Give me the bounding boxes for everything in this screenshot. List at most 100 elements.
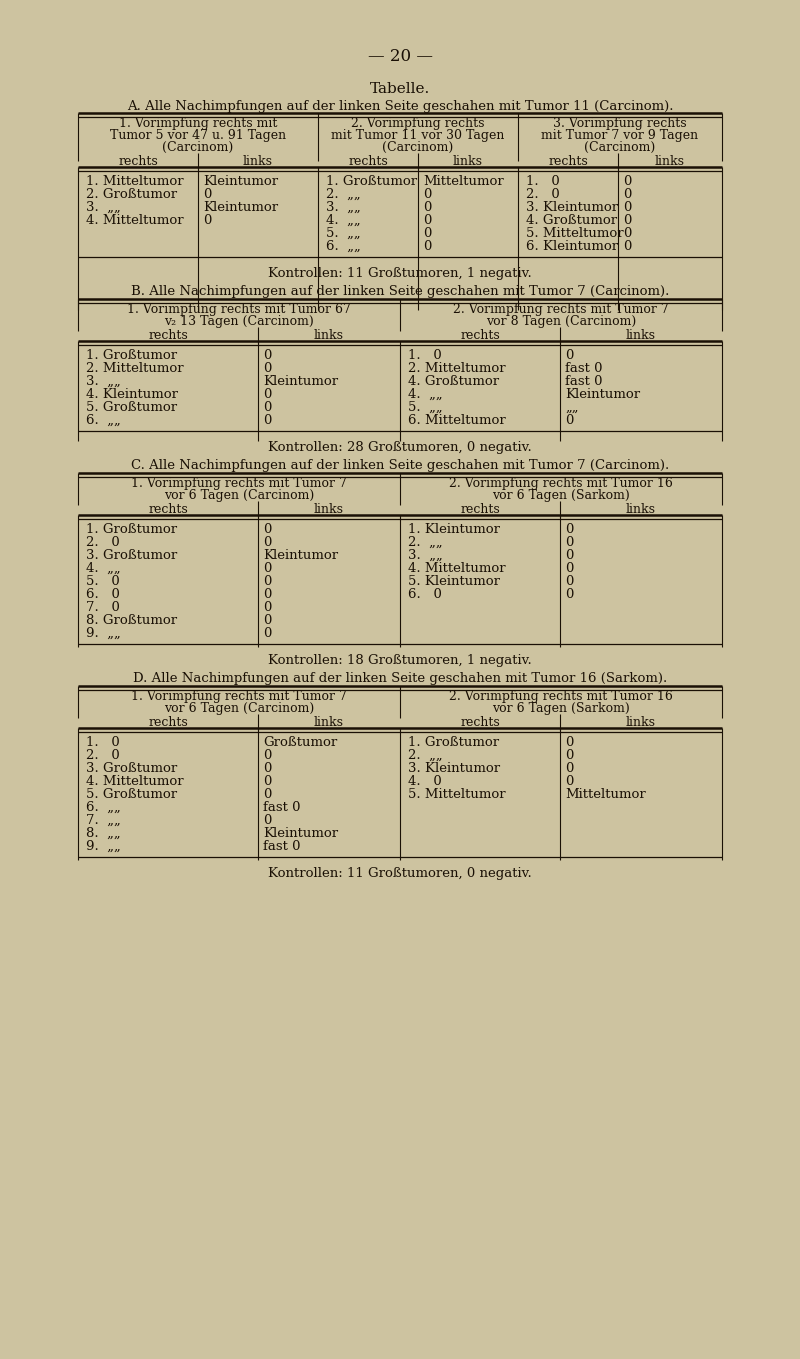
Text: links: links [655,155,685,169]
Text: rechts: rechts [118,155,158,169]
Text: 0: 0 [565,737,574,749]
Text: rechts: rechts [548,155,588,169]
Text: 6. Kleintumor: 6. Kleintumor [526,241,618,253]
Text: A. Alle Nachimpfungen auf der linken Seite geschahen mit Tumor 11 (Carcinom).: A. Alle Nachimpfungen auf der linken Sei… [126,101,674,113]
Text: 0: 0 [263,588,271,601]
Text: 0: 0 [263,523,271,535]
Text: 3.  „„: 3. „„ [86,375,121,389]
Text: 0: 0 [263,788,271,800]
Text: rechts: rechts [460,329,500,342]
Text: fast 0: fast 0 [565,361,602,375]
Text: links: links [314,503,344,516]
Text: 0: 0 [423,188,431,201]
Text: Mitteltumor: Mitteltumor [565,788,646,800]
Text: 2. Großtumor: 2. Großtumor [86,188,177,201]
Text: 0: 0 [565,762,574,775]
Text: Kleintumor: Kleintumor [263,375,338,389]
Text: mit Tumor 11 vor 30 Tagen: mit Tumor 11 vor 30 Tagen [331,129,505,141]
Text: 5.  „„: 5. „„ [408,401,442,414]
Text: (Carcinom): (Carcinom) [162,141,234,154]
Text: Kleintumor: Kleintumor [203,175,278,188]
Text: Kontrollen: 11 Großtumoren, 0 negativ.: Kontrollen: 11 Großtumoren, 0 negativ. [268,867,532,881]
Text: 1. Großtumor: 1. Großtumor [326,175,417,188]
Text: 0: 0 [565,414,574,427]
Text: 8.  „„: 8. „„ [86,828,121,840]
Text: 6.   0: 6. 0 [86,588,120,601]
Text: links: links [626,329,656,342]
Text: „„: „„ [565,401,578,414]
Text: C. Alle Nachimpfungen auf der linken Seite geschahen mit Tumor 7 (Carcinom).: C. Alle Nachimpfungen auf der linken Sei… [131,459,669,472]
Text: 2. Vorimpfung rechts mit Tumor 7: 2. Vorimpfung rechts mit Tumor 7 [453,303,669,317]
Text: 0: 0 [263,349,271,361]
Text: links: links [314,716,344,728]
Text: Mitteltumor: Mitteltumor [423,175,504,188]
Text: 0: 0 [263,614,271,626]
Text: 0: 0 [623,227,631,241]
Text: 5.  „„: 5. „„ [326,227,361,241]
Text: mit Tumor 7 vor 9 Tagen: mit Tumor 7 vor 9 Tagen [542,129,698,141]
Text: 0: 0 [423,227,431,241]
Text: 1. Großtumor: 1. Großtumor [86,523,177,535]
Text: 3. Kleintumor: 3. Kleintumor [526,201,618,213]
Text: 0: 0 [423,241,431,253]
Text: 5. Kleintumor: 5. Kleintumor [408,575,500,588]
Text: 4. Kleintumor: 4. Kleintumor [86,389,178,401]
Text: 2. Vorimpfung rechts: 2. Vorimpfung rechts [351,117,485,130]
Text: 4.   0: 4. 0 [408,775,442,788]
Text: 6.  „„: 6. „„ [326,241,361,253]
Text: fast 0: fast 0 [565,375,602,389]
Text: 3. Großtumor: 3. Großtumor [86,762,178,775]
Text: Kleintumor: Kleintumor [263,549,338,563]
Text: links: links [626,716,656,728]
Text: 5. Großtumor: 5. Großtumor [86,401,177,414]
Text: 6. Mitteltumor: 6. Mitteltumor [408,414,506,427]
Text: 4. Großtumor: 4. Großtumor [408,375,499,389]
Text: 0: 0 [263,575,271,588]
Text: 1. Mitteltumor: 1. Mitteltumor [86,175,184,188]
Text: fast 0: fast 0 [263,800,301,814]
Text: rechts: rechts [148,716,188,728]
Text: 5. Mitteltumor: 5. Mitteltumor [408,788,506,800]
Text: vor 8 Tagen (Carcinom): vor 8 Tagen (Carcinom) [486,315,636,328]
Text: B. Alle Nachimpfungen auf der linken Seite geschahen mit Tumor 7 (Carcinom).: B. Alle Nachimpfungen auf der linken Sei… [131,285,669,298]
Text: 0: 0 [263,389,271,401]
Text: 5.   0: 5. 0 [86,575,120,588]
Text: rechts: rechts [148,329,188,342]
Text: 0: 0 [565,349,574,361]
Text: 1. Vorimpfung rechts mit: 1. Vorimpfung rechts mit [119,117,277,130]
Text: vor 6 Tagen (Carcinom): vor 6 Tagen (Carcinom) [164,703,314,715]
Text: links: links [453,155,483,169]
Text: 2.  „„: 2. „„ [408,535,442,549]
Text: 2.   0: 2. 0 [86,535,120,549]
Text: 2. Mitteltumor: 2. Mitteltumor [86,361,184,375]
Text: 4.  „„: 4. „„ [86,563,121,575]
Text: 0: 0 [565,775,574,788]
Text: 7.   0: 7. 0 [86,601,120,614]
Text: 2. Vorimpfung rechts mit Tumor 16: 2. Vorimpfung rechts mit Tumor 16 [449,690,673,703]
Text: 0: 0 [263,814,271,828]
Text: 3. Vorimpfung rechts: 3. Vorimpfung rechts [553,117,687,130]
Text: 4.  „„: 4. „„ [326,213,361,227]
Text: 0: 0 [565,588,574,601]
Text: 0: 0 [623,241,631,253]
Text: links: links [626,503,656,516]
Text: 2.  „„: 2. „„ [326,188,361,201]
Text: 3. Kleintumor: 3. Kleintumor [408,762,500,775]
Text: 0: 0 [203,188,211,201]
Text: 0: 0 [263,775,271,788]
Text: fast 0: fast 0 [263,840,301,853]
Text: 3.  „„: 3. „„ [408,549,442,563]
Text: 6.  „„: 6. „„ [86,800,121,814]
Text: 1.   0: 1. 0 [408,349,442,361]
Text: 4. Mitteltumor: 4. Mitteltumor [86,213,184,227]
Text: 0: 0 [263,535,271,549]
Text: 1. Vorimpfung rechts mit Tumor 7: 1. Vorimpfung rechts mit Tumor 7 [131,690,347,703]
Text: 1. Vorimpfung rechts mit Tumor 7: 1. Vorimpfung rechts mit Tumor 7 [131,477,347,491]
Text: 0: 0 [423,213,431,227]
Text: Kontrollen: 11 Großtumoren, 1 negativ.: Kontrollen: 11 Großtumoren, 1 negativ. [268,266,532,280]
Text: rechts: rechts [148,503,188,516]
Text: 0: 0 [263,401,271,414]
Text: 1.   0: 1. 0 [526,175,560,188]
Text: 0: 0 [263,563,271,575]
Text: Tabelle.: Tabelle. [370,82,430,96]
